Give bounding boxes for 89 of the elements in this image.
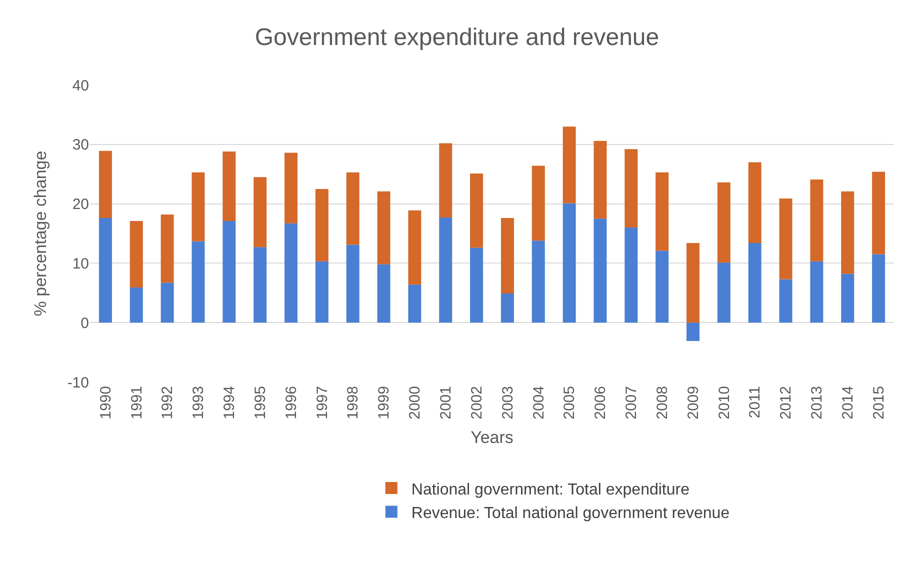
bar [439,143,452,218]
bar [500,218,514,294]
bar [500,293,514,323]
bar [562,126,576,204]
chart-title: Government expenditure and revenue [254,24,660,51]
bar [408,284,422,323]
bar [222,221,236,323]
x-tick-label: 2013 [808,386,826,420]
bar [841,191,854,274]
x-tick-label: 2011 [746,386,764,418]
legend-label: National government: Total expenditure [411,481,690,498]
bar [562,203,576,323]
x-tick-label: 1992 [159,386,176,420]
x-tick-label: 1990 [97,386,114,420]
bar [377,191,390,264]
bar [160,282,174,323]
bar [284,223,298,323]
bar [532,240,545,323]
y-axis-title: % percentage change [31,150,50,316]
x-tick-label: 1993 [190,386,208,420]
bar [315,188,328,262]
bar [408,210,422,285]
bar [717,182,730,263]
bar [872,172,886,254]
y-tick-label: 30 [72,136,89,154]
bar [470,174,484,248]
bar [222,152,236,222]
bar [779,198,792,280]
bar [594,140,607,219]
bar [532,166,545,241]
bar [656,250,669,323]
y-tick-label: 10 [72,255,89,272]
bar [686,322,700,342]
x-tick-label: 1996 [282,386,300,420]
bar [254,177,267,248]
bar [192,172,205,242]
bar [98,150,112,218]
bar [594,218,607,323]
bar [779,279,792,323]
x-tick-label: 2008 [654,386,671,420]
x-axis-title: Years [470,428,514,447]
bar [810,179,824,262]
x-tick-label: 2002 [468,386,486,420]
x-tick-label: 2001 [437,386,454,420]
bar [130,221,143,288]
bar [346,172,360,245]
bar [872,254,886,323]
x-tick-label: 1999 [376,386,393,420]
bar [717,262,730,323]
bar [98,218,112,323]
bar [624,149,638,228]
x-tick-label: 1991 [128,386,146,420]
bar [284,152,298,224]
bar [810,261,824,323]
y-tick-label: 40 [72,77,89,94]
bar [439,217,452,323]
bar [470,248,484,323]
bar [656,172,669,251]
x-tick-label: 2012 [778,386,795,420]
x-tick-label: 2010 [716,386,733,420]
bar [254,247,267,323]
y-tick-label: -10 [67,374,89,392]
x-tick-label: 2000 [406,386,424,420]
bar [160,214,174,283]
bar [841,274,854,323]
bar [192,241,205,323]
x-tick-label: 1998 [344,386,362,420]
bar [748,162,762,243]
bar [346,244,360,323]
x-tick-label: 1995 [252,386,269,420]
y-tick-label: 20 [72,196,89,214]
x-tick-label: 1994 [221,386,238,420]
x-tick-label: 2015 [870,386,888,420]
x-tick-label: 2014 [839,386,856,420]
x-tick-label: 2004 [530,386,548,420]
y-tick-label: 0 [80,314,89,332]
x-tick-label: 1997 [314,386,331,420]
x-tick-label: 2009 [684,386,702,420]
x-tick-label: 2006 [592,386,610,420]
x-tick-label: 2003 [499,386,516,420]
x-tick-label: 2007 [623,386,640,420]
legend-label: Revenue: Total national government revenue [411,505,730,522]
bar [130,288,143,323]
bar [624,228,638,323]
bar [315,261,328,323]
bar [686,243,700,323]
bar [748,243,762,323]
bar [377,264,390,323]
x-tick-label: 2005 [561,386,578,420]
